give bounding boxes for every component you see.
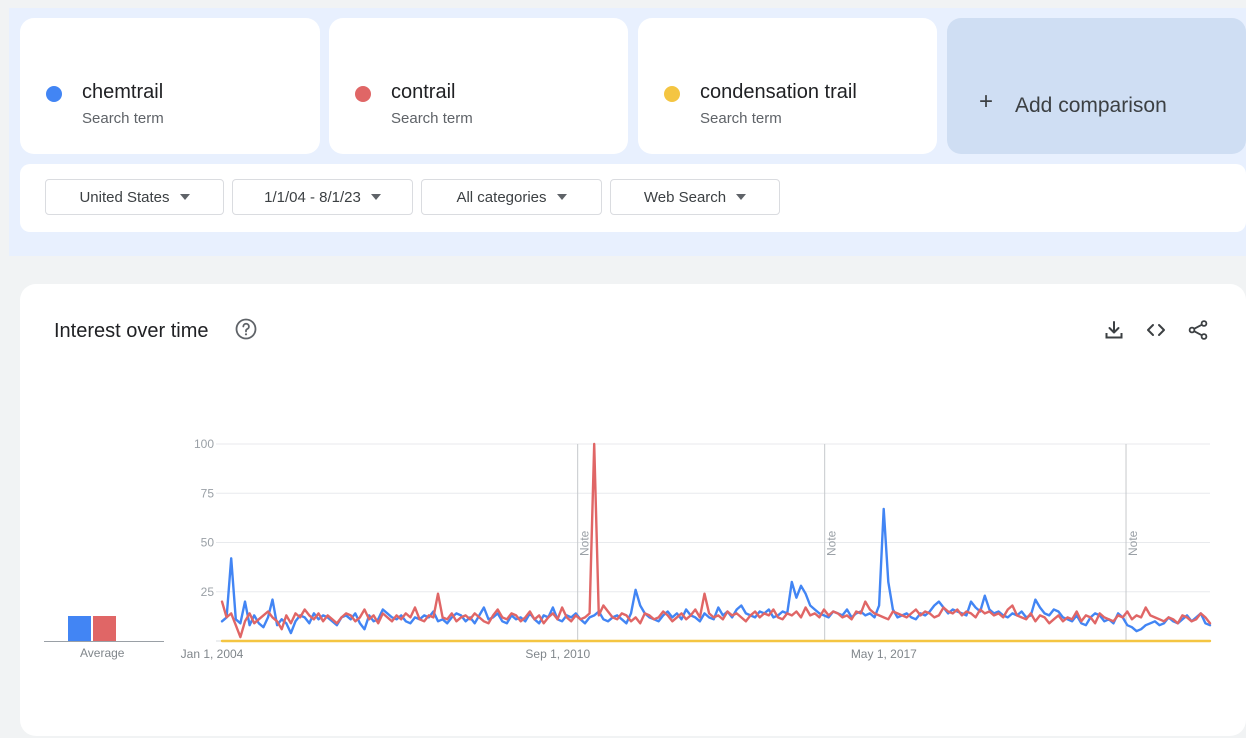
note-label[interactable]: Note — [1126, 530, 1140, 556]
date-range-label: 1/1/04 - 8/1/23 — [264, 188, 361, 206]
term-color-dot — [664, 86, 680, 102]
term-name: chemtrail — [82, 81, 164, 103]
chevron-down-icon — [556, 194, 567, 200]
term-card-chemtrail[interactable]: chemtrail Search term — [20, 18, 320, 154]
y-tick-label: 25 — [201, 585, 215, 599]
term-name: condensation trail — [700, 81, 857, 103]
chart-labels: 25 50 75 100 Jan 1, 2004 Sep 1, 2010 May 1, 20… — [181, 437, 918, 661]
search-type-dropdown[interactable]: Web Search — [610, 179, 780, 215]
region-label: United States — [79, 188, 170, 206]
term-color-dot — [355, 86, 371, 102]
series-line-chemtrail[interactable] — [220, 507, 1212, 635]
category-label: All categories — [456, 188, 547, 206]
average-baseline — [44, 641, 164, 642]
region-dropdown[interactable]: United States — [45, 179, 224, 215]
term-type: Search term — [82, 110, 164, 127]
add-comparison-button[interactable]: + Add comparison — [947, 18, 1246, 154]
add-comparison-label: Add comparison — [1015, 94, 1167, 117]
download-icon[interactable] — [1102, 318, 1126, 342]
x-tick-label: Jan 1, 2004 — [181, 647, 244, 661]
average-bar-contrail — [93, 616, 116, 641]
date-range-dropdown[interactable]: 1/1/04 - 8/1/23 — [232, 179, 413, 215]
section-title: Interest over time — [54, 320, 209, 342]
category-dropdown[interactable]: All categories — [421, 179, 602, 215]
y-tick-label: 75 — [201, 486, 215, 500]
term-type: Search term — [391, 110, 473, 127]
term-card-contrail[interactable]: contrail Search term — [329, 18, 628, 154]
filter-bar: United States 1/1/04 - 8/1/23 All catego… — [20, 164, 1246, 232]
search-type-label: Web Search — [643, 188, 727, 206]
y-tick-label: 50 — [201, 536, 215, 550]
note-label[interactable]: Note — [578, 530, 592, 556]
chevron-down-icon — [736, 194, 747, 200]
code-embed-icon[interactable] — [1144, 318, 1168, 342]
chart-notes: Note Note Note — [577, 444, 1140, 641]
x-tick-label: May 1, 2017 — [851, 647, 917, 661]
interest-over-time-card: Interest over time Average — [20, 284, 1246, 736]
x-tick-label: Sep 1, 2010 — [525, 647, 590, 661]
average-bar-chemtrail — [68, 616, 91, 641]
chevron-down-icon — [370, 194, 381, 200]
help-circle-icon[interactable] — [234, 317, 258, 341]
term-color-dot — [46, 86, 62, 102]
chart-series — [220, 442, 1212, 643]
term-type: Search term — [700, 110, 782, 127]
term-name: contrail — [391, 81, 456, 103]
average-label: Average — [80, 646, 125, 660]
share-icon[interactable] — [1186, 318, 1210, 342]
chevron-down-icon — [179, 194, 190, 200]
y-tick-label: 100 — [194, 437, 214, 451]
note-label[interactable]: Note — [825, 530, 839, 556]
series-line-contrail[interactable] — [220, 442, 1212, 639]
term-card-condensation-trail[interactable]: condensation trail Search term — [638, 18, 937, 154]
plus-icon: + — [979, 88, 994, 115]
